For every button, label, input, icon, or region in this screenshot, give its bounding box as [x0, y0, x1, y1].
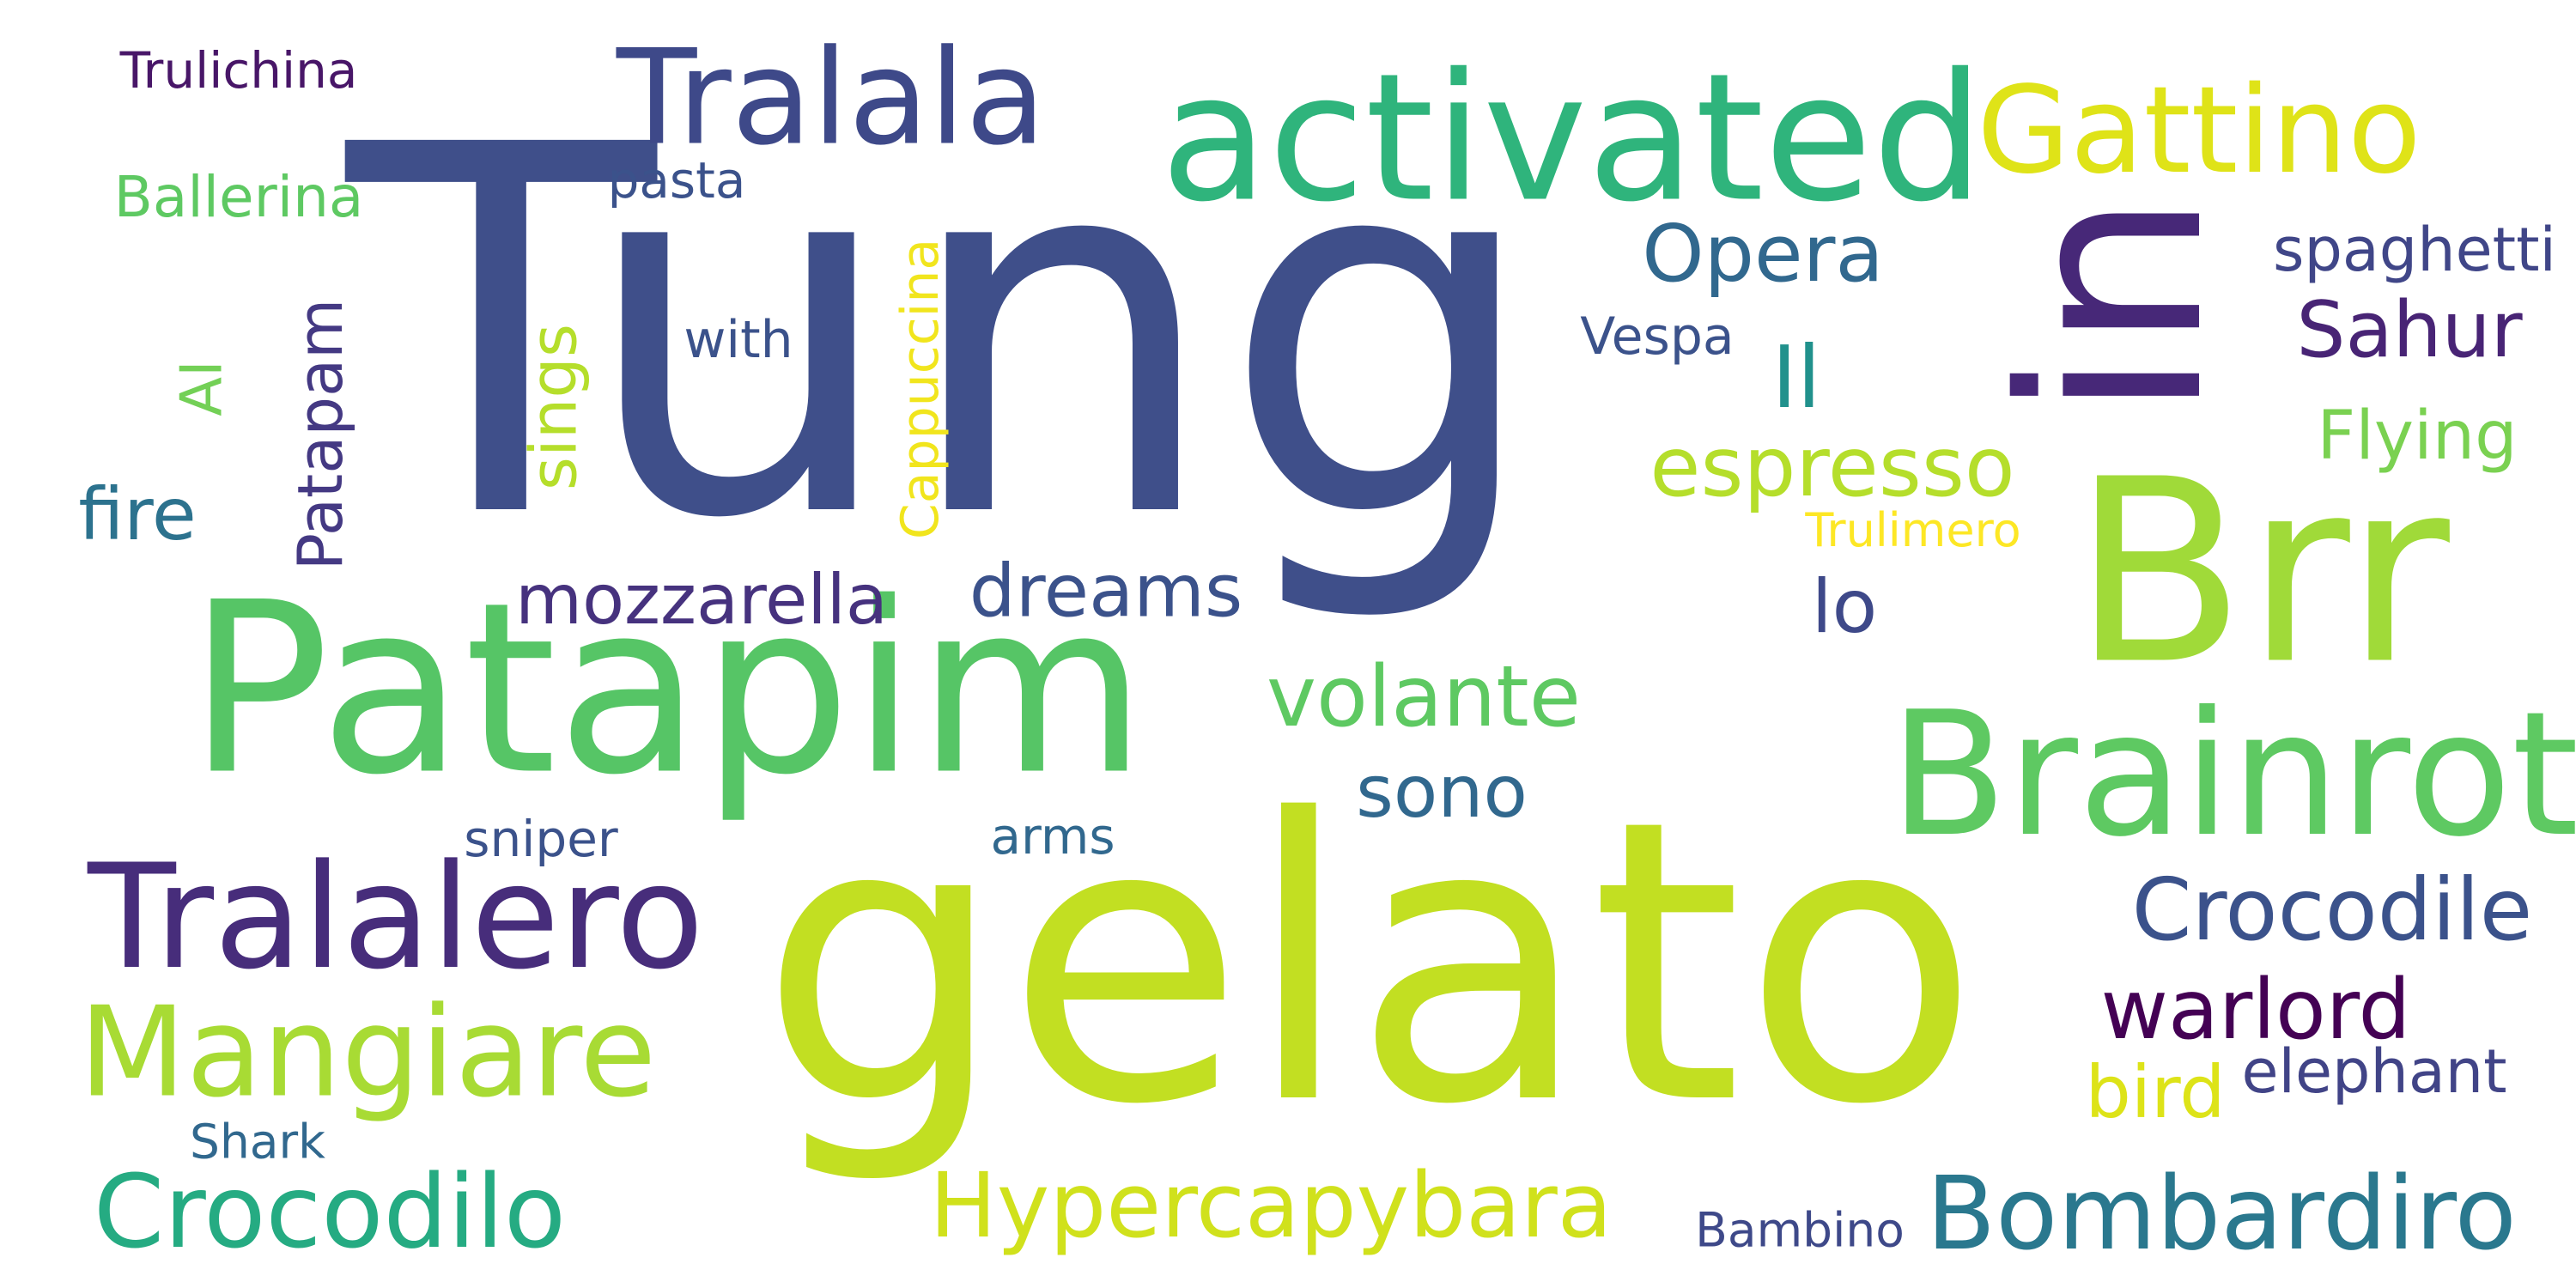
- word-bambino: Bambino: [1695, 1202, 1905, 1258]
- word-elephant: elephant: [2241, 1036, 2507, 1107]
- word-fire: fire: [78, 472, 197, 556]
- word-volante: volante: [1266, 648, 1582, 746]
- word-tralala: Tralala: [616, 21, 1047, 175]
- word-tralalero: Tralalero: [88, 833, 704, 1001]
- word-bombardiro: Bombardiro: [1926, 1154, 2517, 1273]
- word-in: in: [1969, 191, 2258, 420]
- word-activated: activated: [1160, 36, 1984, 241]
- word-flying: Flying: [2317, 398, 2518, 475]
- word-sahur: Sahur: [2296, 285, 2523, 375]
- word-patapam: Patapam: [284, 298, 356, 571]
- word-sniper: sniper: [464, 810, 618, 868]
- word-cappuccina: Cappuccina: [890, 238, 951, 540]
- word-arms: arms: [990, 807, 1115, 866]
- word-crocodile: Crocodile: [2131, 860, 2533, 960]
- word-with: with: [683, 310, 793, 370]
- word-trulimero: Trulimero: [1805, 503, 2021, 557]
- word-pasta: pasta: [607, 151, 746, 210]
- word-brr: Brr: [2072, 424, 2450, 720]
- word-opera: Opera: [1642, 208, 1884, 300]
- word-warlord: warlord: [2100, 962, 2411, 1058]
- word-bird: bird: [2085, 1050, 2226, 1134]
- word-hypercapybara: Hypercapybara: [929, 1153, 1613, 1258]
- word-sings: sings: [515, 323, 592, 491]
- word-lo: lo: [1811, 564, 1878, 650]
- word-tung: Tung: [346, 39, 1543, 629]
- word-trulichina: Trulichina: [119, 41, 358, 100]
- word-patapim: Patapim: [187, 551, 1147, 827]
- word-espresso: espresso: [1649, 419, 2015, 515]
- word-ai: AI: [167, 360, 235, 416]
- word-crocodilo: Crocodilo: [93, 1152, 567, 1271]
- word-sono: sono: [1356, 750, 1528, 834]
- word-ballerina: Ballerina: [113, 164, 364, 230]
- word-shark: Shark: [190, 1114, 325, 1170]
- word-gattino: Gattino: [1977, 61, 2421, 201]
- word-spaghetti: spaghetti: [2272, 215, 2557, 285]
- word-mozzarella: mozzarella: [515, 560, 888, 640]
- word-dreams: dreams: [969, 549, 1243, 635]
- word-mangiare: Mangiare: [78, 980, 657, 1126]
- word-vespa: Vespa: [1580, 307, 1735, 367]
- word-gelato: gelato: [759, 737, 1980, 1189]
- word-il: Il: [1771, 327, 1821, 428]
- word-brainrot: Brainrot: [1889, 675, 2576, 875]
